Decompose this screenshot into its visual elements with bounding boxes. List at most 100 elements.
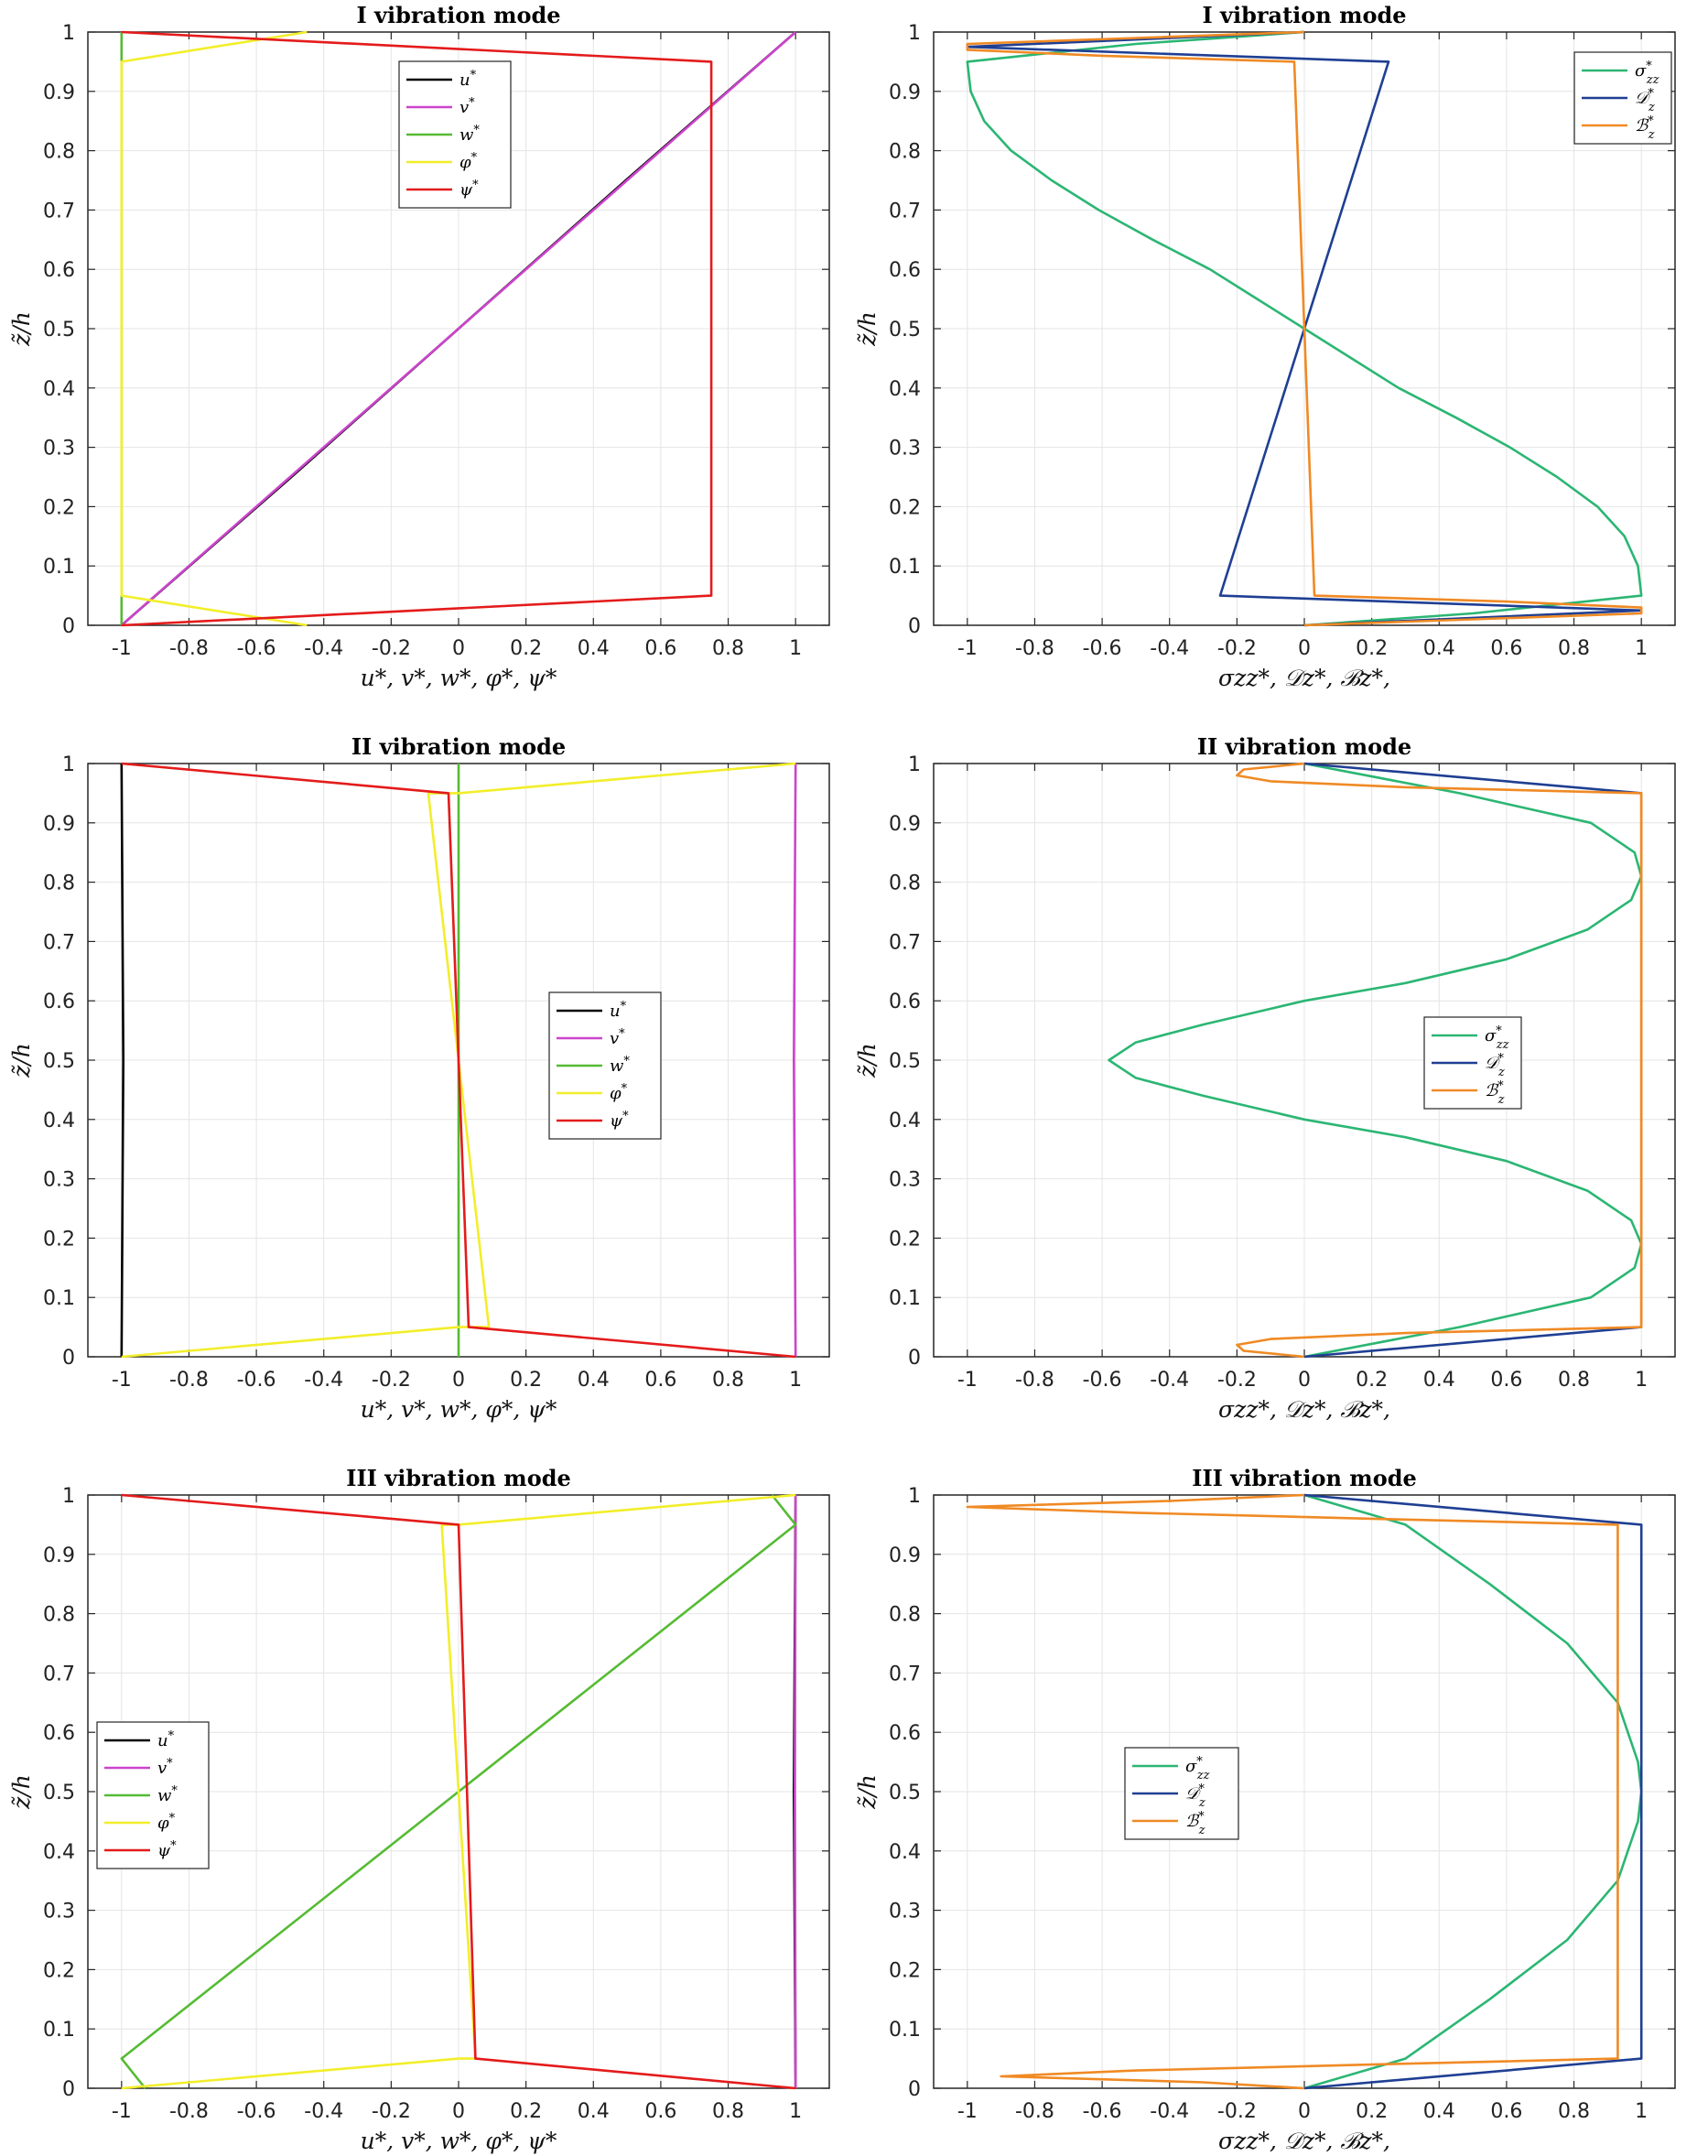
y-axis-label: z̃/h bbox=[8, 311, 35, 347]
x-tick-label: 0.2 bbox=[1356, 637, 1388, 660]
x-tick-label: -0.8 bbox=[1015, 2100, 1054, 2123]
series-line bbox=[793, 763, 797, 1358]
y-tick-label: 1 bbox=[62, 1485, 75, 1508]
y-tick-label: 0.6 bbox=[43, 1722, 75, 1745]
y-tick-label: 0.9 bbox=[43, 81, 75, 104]
y-tick-label: 0.5 bbox=[889, 1782, 921, 1804]
y-tick-label: 0.7 bbox=[889, 1663, 921, 1685]
y-tick-label: 0.5 bbox=[43, 1050, 75, 1073]
series-line bbox=[121, 1493, 796, 2090]
x-tick-label: -1 bbox=[112, 637, 132, 660]
x-tick-label: 0.4 bbox=[578, 2100, 610, 2123]
x-tick-label: 0.6 bbox=[644, 2100, 676, 2123]
series-group bbox=[966, 1493, 1643, 2090]
y-tick-label: 0.9 bbox=[43, 813, 75, 836]
legend-label: σ* zz bbox=[1485, 1024, 1509, 1052]
x-tick-label: 0.8 bbox=[1558, 637, 1590, 660]
legend-label: ψ* bbox=[459, 179, 479, 200]
y-tick-label: 0.4 bbox=[889, 1110, 921, 1132]
y-tick-label: 0.2 bbox=[889, 1228, 921, 1251]
x-tick-label: -1 bbox=[957, 2100, 978, 2123]
chart-title: II vibration mode bbox=[351, 733, 566, 760]
chart-panel-4: -1 -0.8 -0.6 -0.4 -0.2 0 0.2 0.4 0.6 0.8 1 0 0.1 0.2 0… bbox=[854, 733, 1676, 1423]
series-group bbox=[120, 30, 797, 627]
legend: σ* zz𝒟* zℬ* z bbox=[1124, 1747, 1239, 1840]
x-tick-label: 0.6 bbox=[1490, 1369, 1522, 1392]
y-tick-label: 0.6 bbox=[889, 1722, 921, 1745]
x-tick-label: -0.6 bbox=[237, 2100, 276, 2123]
x-tick-label: 0.8 bbox=[1558, 2100, 1590, 2123]
y-tick-label: 0.8 bbox=[43, 872, 75, 895]
y-tick-label: 0.8 bbox=[43, 1604, 75, 1627]
x-tick-label: -0.4 bbox=[1150, 637, 1189, 660]
x-axis-label: u*, v*, w*, φ*, ψ* bbox=[361, 665, 557, 691]
series-line bbox=[120, 30, 308, 627]
series-group bbox=[120, 1493, 797, 2090]
legend-label: ℬ* z bbox=[1485, 1079, 1505, 1107]
chart-panel-5: -1 -0.8 -0.6 -0.4 -0.2 0 0.2 0.4 0.6 0.8 1 0 0.1 0.2 0… bbox=[8, 1465, 830, 2154]
x-tick-label: -1 bbox=[957, 637, 978, 660]
x-tick-label: 0.4 bbox=[1423, 637, 1455, 660]
y-tick-label: 0.9 bbox=[889, 813, 921, 836]
x-tick-label: -1 bbox=[957, 1369, 978, 1392]
x-tick-label: -0.2 bbox=[1217, 1369, 1257, 1392]
x-tick-label: 0 bbox=[1298, 637, 1311, 660]
x-tick-label: -0.4 bbox=[304, 2100, 343, 2123]
legend-label: φ* bbox=[610, 1082, 628, 1104]
legend-label: 𝒟* z bbox=[1635, 87, 1655, 114]
x-tick-label: 1 bbox=[789, 2100, 802, 2123]
y-tick-label: 0.5 bbox=[43, 1782, 75, 1804]
series-line bbox=[966, 30, 1643, 627]
series-line bbox=[1303, 1493, 1643, 2090]
chart-panel-1: -1 -0.8 -0.6 -0.4 -0.2 0 0.2 0.4 0.6 0.8 1 0 0.1 0.2 0… bbox=[8, 2, 830, 691]
series-line bbox=[120, 31, 797, 626]
chart-panel-6: -1 -0.8 -0.6 -0.4 -0.2 0 0.2 0.4 0.6 0.8 1 0 0.1 0.2 0… bbox=[854, 1465, 1676, 2154]
x-tick-label: -0.6 bbox=[237, 1369, 276, 1392]
series-line bbox=[121, 1493, 796, 2090]
x-axis-label: u*, v*, w*, φ*, ψ* bbox=[361, 1396, 557, 1423]
y-axis-label: z̃/h bbox=[854, 1774, 881, 1810]
series-group bbox=[1108, 762, 1643, 1359]
y-tick-label: 1 bbox=[908, 753, 921, 776]
y-tick-label: 0.5 bbox=[889, 319, 921, 341]
x-tick-label: 0.4 bbox=[578, 1369, 610, 1392]
x-tick-label: -0.6 bbox=[1083, 637, 1122, 660]
x-tick-label: -0.8 bbox=[169, 2100, 209, 2123]
y-tick-label: 0.4 bbox=[889, 378, 921, 401]
chart-title: I vibration mode bbox=[356, 2, 560, 28]
y-tick-label: 0.1 bbox=[43, 1287, 75, 1310]
y-axis-label: z̃/h bbox=[8, 1774, 35, 1810]
x-tick-label: 0.8 bbox=[712, 637, 744, 660]
y-tick-label: 0.5 bbox=[889, 1050, 921, 1073]
y-tick-label: 0 bbox=[62, 615, 75, 638]
x-tick-label: 0.6 bbox=[1490, 2100, 1522, 2123]
x-tick-label: -1 bbox=[112, 2100, 132, 2123]
legend-label: u* bbox=[610, 1000, 627, 1022]
y-tick-label: 0.2 bbox=[889, 1959, 921, 1982]
series-group bbox=[966, 30, 1643, 627]
x-tick-label: 1 bbox=[789, 1369, 802, 1392]
y-tick-label: 0.7 bbox=[43, 1663, 75, 1685]
x-tick-label: -0.4 bbox=[1150, 2100, 1189, 2123]
legend-label: ψ* bbox=[157, 1839, 177, 1861]
y-tick-label: 0.9 bbox=[43, 1544, 75, 1567]
legend-label: φ* bbox=[459, 151, 478, 173]
y-tick-label: 0.1 bbox=[889, 556, 921, 579]
y-tick-label: 1 bbox=[62, 22, 75, 45]
y-tick-label: 0.9 bbox=[889, 1544, 921, 1567]
x-tick-label: 0.2 bbox=[510, 1369, 542, 1392]
y-tick-label: 0.1 bbox=[43, 2019, 75, 2042]
legend-label: 𝒟* z bbox=[1485, 1052, 1505, 1079]
legend-label: 𝒟* z bbox=[1185, 1782, 1205, 1810]
x-tick-label: -0.8 bbox=[169, 637, 209, 660]
x-tick-label: 1 bbox=[1635, 637, 1648, 660]
x-tick-label: 0.2 bbox=[1356, 2100, 1388, 2123]
y-axis-label: z̃/h bbox=[854, 1043, 881, 1078]
legend-label: u* bbox=[459, 69, 477, 91]
x-tick-label: 0 bbox=[1298, 1369, 1311, 1392]
y-tick-label: 0.7 bbox=[889, 200, 921, 222]
y-tick-label: 0.3 bbox=[889, 1901, 921, 1923]
y-axis-label: z̃/h bbox=[8, 1043, 35, 1078]
y-tick-label: 0.2 bbox=[889, 496, 921, 519]
x-tick-label: 1 bbox=[789, 637, 802, 660]
